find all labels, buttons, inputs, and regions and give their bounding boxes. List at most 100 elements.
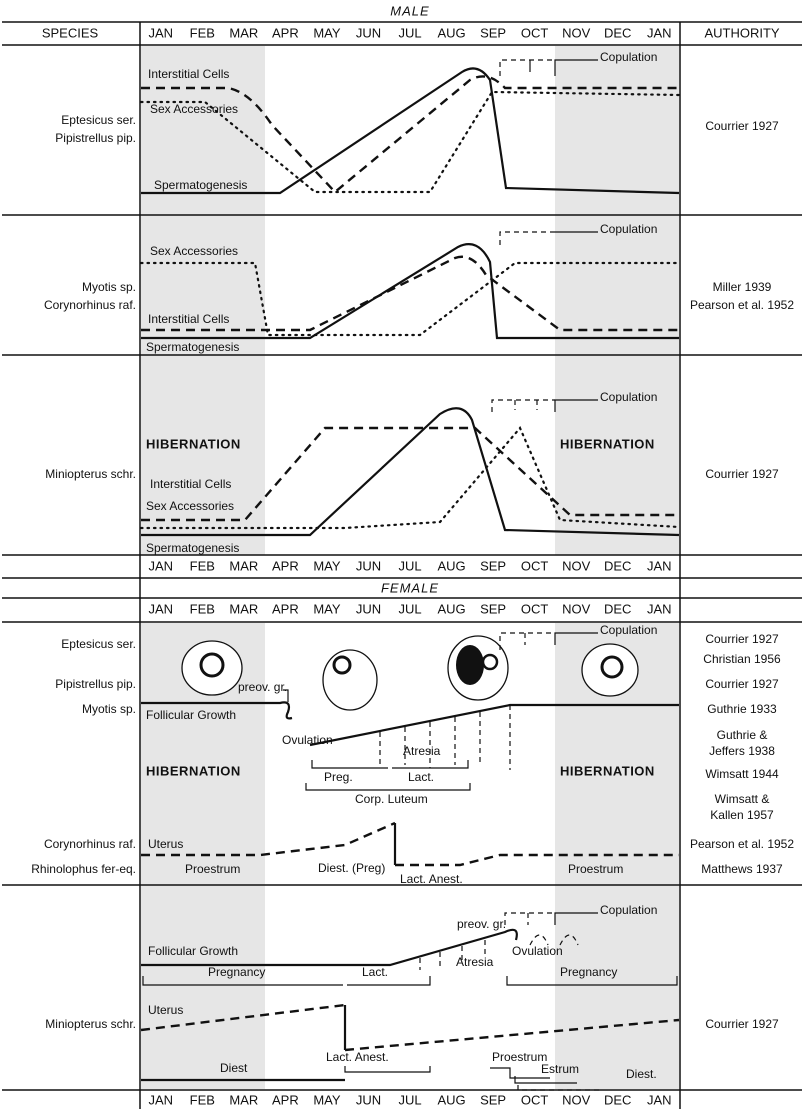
cell-icon bbox=[481, 653, 499, 671]
curve bbox=[141, 243, 679, 340]
authority: Guthrie 1933 bbox=[707, 702, 777, 716]
curve bbox=[139, 90, 681, 194]
label: Estrum bbox=[541, 1062, 579, 1076]
curve bbox=[141, 75, 679, 194]
month-label: NOV bbox=[562, 558, 591, 573]
month-label: NOV bbox=[562, 601, 591, 616]
month-label: AUG bbox=[437, 25, 465, 40]
species: Pipistrellus pip. bbox=[55, 677, 136, 691]
month-label: MAY bbox=[313, 25, 341, 40]
copulation-line bbox=[491, 399, 555, 412]
atresia-arrows bbox=[379, 705, 511, 770]
month-label: DEC bbox=[604, 25, 631, 40]
month-label: SEP bbox=[480, 25, 506, 40]
column-header: AUTHORITY bbox=[704, 25, 779, 40]
authority: Courrier 1927 bbox=[705, 677, 779, 691]
label: Lact. bbox=[362, 965, 388, 979]
month-label: APR bbox=[272, 558, 299, 573]
label: Follicular Growth bbox=[146, 708, 236, 722]
cell-icon bbox=[322, 649, 378, 711]
month-label: NOV bbox=[562, 1092, 591, 1107]
bracket bbox=[142, 976, 678, 986]
label: Preg. bbox=[324, 770, 353, 784]
label: Copulation bbox=[600, 222, 657, 236]
label: Lact. Anest. bbox=[400, 872, 463, 886]
label: preov. gr. bbox=[238, 680, 287, 694]
month-label: SEP bbox=[480, 601, 506, 616]
section-title: FEMALE bbox=[381, 580, 439, 595]
label: Pregnancy bbox=[208, 965, 265, 979]
curve bbox=[140, 1003, 346, 1032]
label: Ovulation bbox=[512, 944, 563, 958]
month-label: JAN bbox=[148, 601, 173, 616]
month-label: JUL bbox=[398, 1092, 421, 1107]
male-panel: Sex Accessories Interstitial Cells Sperm… bbox=[44, 222, 794, 354]
month-label: JUN bbox=[356, 601, 381, 616]
section-title: MALE bbox=[390, 3, 429, 18]
label: Sex Accessories bbox=[150, 244, 238, 258]
cell-icon bbox=[332, 655, 352, 675]
month-label: AUG bbox=[437, 1092, 465, 1107]
label: Sex Accessories bbox=[146, 499, 234, 513]
month-label: MAY bbox=[313, 601, 341, 616]
month-label: SEP bbox=[480, 558, 506, 573]
male-panel: Interstitial Cells Sex Accessories Sperm… bbox=[55, 50, 779, 195]
month-label: OCT bbox=[521, 1092, 549, 1107]
label: HIBERNATION bbox=[560, 436, 655, 451]
label: Proestrum bbox=[185, 862, 240, 876]
column-header: SPECIES bbox=[42, 25, 99, 40]
bracket bbox=[305, 783, 471, 791]
month-label: MAR bbox=[229, 601, 258, 616]
copulation-line bbox=[554, 632, 598, 645]
label: Spermatogenesis bbox=[146, 541, 239, 555]
authority: Courrier 1927 bbox=[705, 632, 779, 646]
hibernation-shade bbox=[141, 46, 265, 555]
species: Miniopterus schr. bbox=[45, 467, 136, 481]
month-label: MAY bbox=[313, 1092, 341, 1107]
curve bbox=[141, 701, 293, 720]
month-label: OCT bbox=[521, 25, 549, 40]
species: Myotis sp. bbox=[82, 702, 136, 716]
month-label: FEB bbox=[190, 1092, 215, 1107]
month-label: DEC bbox=[604, 558, 631, 573]
label: Interstitial Cells bbox=[148, 67, 229, 81]
month-label: MAY bbox=[313, 558, 341, 573]
curve bbox=[139, 425, 681, 530]
month-label: JUL bbox=[398, 558, 421, 573]
curve bbox=[141, 928, 518, 967]
authority: Wimsatt 1944 bbox=[705, 767, 779, 781]
month-label: DEC bbox=[604, 601, 631, 616]
copulation-line bbox=[504, 912, 555, 925]
label: HIBERNATION bbox=[560, 763, 655, 778]
hibernation-shade bbox=[555, 46, 679, 555]
species: Pipistrellus pip. bbox=[55, 131, 136, 145]
authority: Jeffers 1938 bbox=[709, 744, 775, 758]
month-label: AUG bbox=[437, 558, 465, 573]
label: Ovulation bbox=[282, 733, 333, 747]
species: Myotis sp. bbox=[82, 280, 136, 294]
label: Copulation bbox=[600, 623, 657, 637]
authority: Pearson et al. 1952 bbox=[690, 298, 794, 312]
month-label: JUL bbox=[398, 25, 421, 40]
label: Interstitial Cells bbox=[148, 312, 229, 326]
month-label: MAR bbox=[229, 558, 258, 573]
label: HIBERNATION bbox=[146, 436, 241, 451]
copulation-line bbox=[499, 59, 555, 76]
authority: Courrier 1927 bbox=[705, 1017, 779, 1031]
month-label: MAR bbox=[229, 25, 258, 40]
month-label: JUN bbox=[356, 558, 381, 573]
label: Sex Accessories bbox=[150, 102, 238, 116]
authority: Courrier 1927 bbox=[705, 467, 779, 481]
month-label: MAR bbox=[229, 1092, 258, 1107]
month-label: JAN bbox=[647, 558, 672, 573]
month-label: JAN bbox=[148, 25, 173, 40]
pointer bbox=[283, 689, 289, 702]
cell-icon bbox=[181, 640, 243, 696]
curve bbox=[141, 821, 396, 857]
curve bbox=[529, 934, 579, 946]
cell-icon bbox=[600, 655, 624, 679]
month-label: FEB bbox=[190, 25, 215, 40]
copulation-line bbox=[554, 912, 598, 925]
